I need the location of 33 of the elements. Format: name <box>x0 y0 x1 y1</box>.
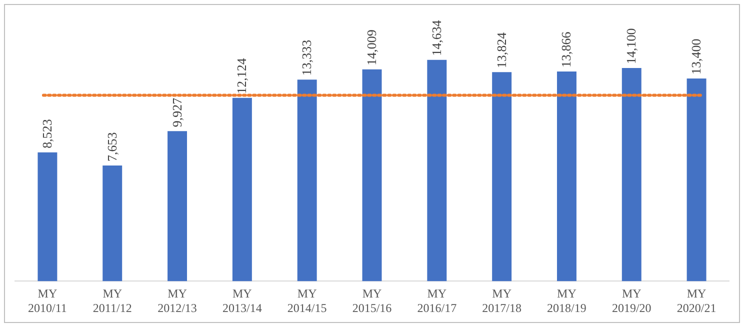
data-label: 14,009 <box>364 30 379 66</box>
bar <box>102 165 122 282</box>
bar <box>427 60 447 282</box>
x-tick-label: MY 2011/12 <box>92 286 132 315</box>
data-label: 13,333 <box>299 40 314 76</box>
data-label: 13,400 <box>688 38 704 75</box>
data-label: 13,824 <box>494 32 509 68</box>
x-tick-label: MY 2016/17 <box>417 286 457 315</box>
x-tick-label: MY 2017/18 <box>482 286 522 315</box>
data-label: 8,523 <box>39 119 54 148</box>
bar <box>556 72 576 282</box>
data-label: 9,927 <box>169 97 184 128</box>
x-tick-label: MY 2013/14 <box>222 286 262 315</box>
bar <box>492 72 512 282</box>
x-tick-label: MY 2018/19 <box>547 286 586 315</box>
data-label: 13,866 <box>558 31 574 68</box>
data-label: 12,124 <box>234 58 250 94</box>
data-label: 7,653 <box>104 132 120 162</box>
bar <box>362 69 382 282</box>
bar <box>232 98 252 282</box>
bar <box>38 152 58 282</box>
x-tick-label: MY 2014/15 <box>287 286 327 315</box>
data-label: 14,100 <box>624 28 639 64</box>
bar <box>297 80 317 282</box>
x-tick-label: MY 2015/16 <box>352 286 392 315</box>
x-tick-label: MY 2020/21 <box>676 286 716 315</box>
bar <box>622 68 642 282</box>
x-tick-label: MY 2012/13 <box>158 286 197 315</box>
bar <box>168 131 188 282</box>
data-label: 14,634 <box>428 20 444 56</box>
x-tick-label: MY 2019/20 <box>612 286 652 315</box>
x-tick-label: MY 2010/11 <box>28 286 67 315</box>
bar <box>686 78 706 282</box>
